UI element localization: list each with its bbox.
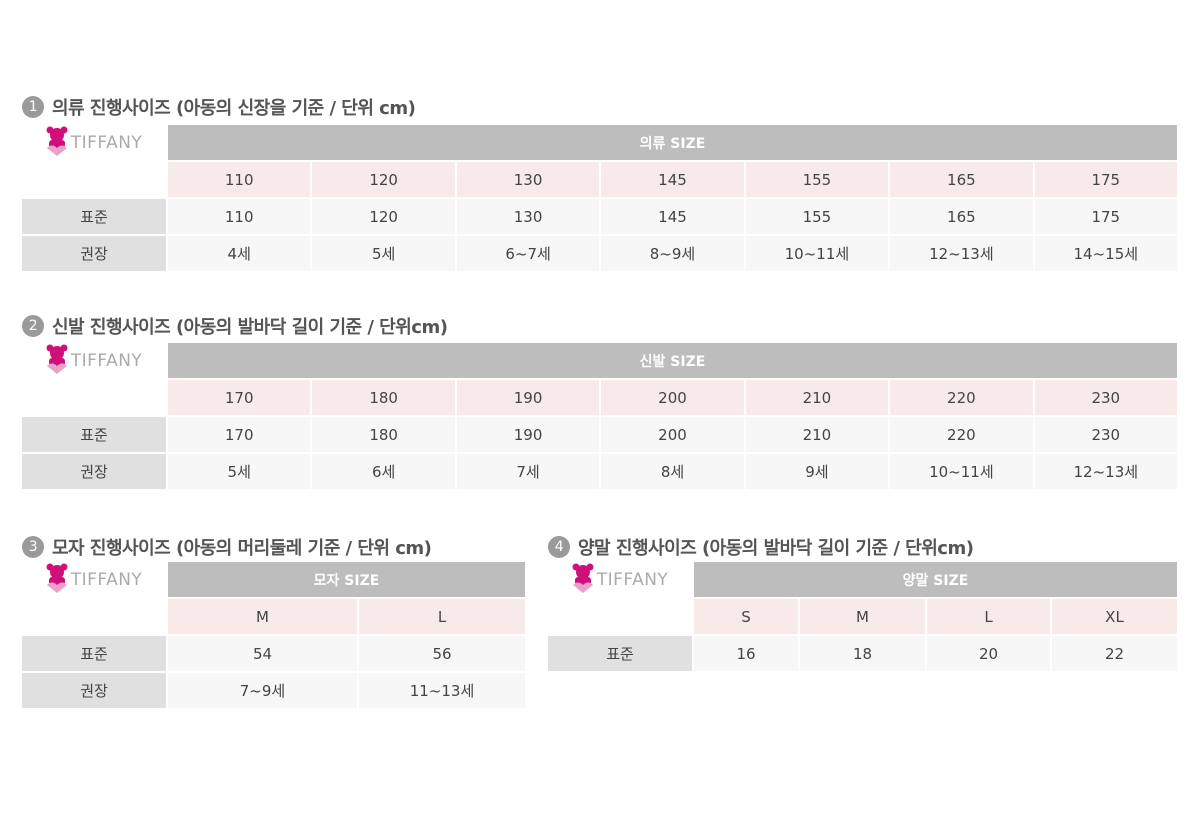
value-cell: 190 — [456, 417, 600, 452]
value-cell: 110 — [168, 199, 311, 234]
section-title-text: 양말 진행사이즈 (아동의 발바닥 길이 기준 / 단위cm) — [578, 538, 974, 559]
teddy-bear-logo-icon — [46, 126, 68, 160]
tiffany-logo: TIFFANY — [22, 562, 166, 597]
value-cell: 210 — [745, 417, 889, 452]
row-label: 표준 — [22, 199, 166, 234]
section-title: 3 모자 진행사이즈 (아동의 머리둘레 기준 / 단위 cm) — [22, 534, 432, 560]
size-cell: 110 — [168, 162, 311, 197]
value-cell: 6~7세 — [456, 236, 600, 271]
size-cell: 145 — [601, 162, 744, 197]
teddy-bear-logo-icon — [46, 563, 68, 597]
size-cell: 120 — [312, 162, 455, 197]
size-cell: 220 — [890, 380, 1033, 415]
value-cell: 22 — [1052, 636, 1177, 671]
size-cell: 155 — [745, 162, 889, 197]
value-cell: 8세 — [601, 454, 744, 489]
size-cell: S — [694, 599, 798, 634]
section-title-text: 의류 진행사이즈 (아동의 신장을 기준 / 단위 cm) — [52, 98, 416, 119]
size-cell: L — [359, 599, 525, 634]
value-cell: 175 — [1034, 199, 1177, 234]
value-cell: 16 — [694, 636, 798, 671]
size-cell: 165 — [890, 162, 1033, 197]
size-header: 모자 SIZE — [168, 562, 525, 597]
value-cell: 11~13세 — [359, 673, 525, 708]
tiffany-logo: TIFFANY — [22, 343, 166, 378]
value-cell: 230 — [1034, 417, 1177, 452]
value-cell: 5세 — [312, 236, 455, 271]
value-cell: 54 — [168, 636, 357, 671]
size-table: TIFFANY 의류 SIZE 110 120 130 145 155 165 175 표준 110… — [22, 125, 1177, 271]
value-cell: 12~13세 — [1034, 454, 1177, 489]
row-label: 권장 — [22, 673, 166, 708]
value-cell: 14~15세 — [1034, 236, 1177, 271]
size-cell: 130 — [456, 162, 600, 197]
size-cell: 175 — [1034, 162, 1177, 197]
value-cell: 8~9세 — [601, 236, 744, 271]
size-header: 의류 SIZE — [168, 125, 1177, 160]
size-header: 양말 SIZE — [694, 562, 1177, 597]
section-title: 4 양말 진행사이즈 (아동의 발바닥 길이 기준 / 단위cm) — [548, 534, 974, 560]
section-title-text: 모자 진행사이즈 (아동의 머리둘레 기준 / 단위 cm) — [52, 538, 432, 559]
size-cell: M — [168, 599, 357, 634]
value-cell: 165 — [890, 199, 1033, 234]
row-label: 표준 — [22, 417, 166, 452]
size-cell: L — [927, 599, 1050, 634]
section-number-badge: 4 — [548, 536, 570, 558]
value-cell: 7~9세 — [168, 673, 357, 708]
size-cell: 230 — [1034, 380, 1177, 415]
row-label: 권장 — [22, 454, 166, 489]
logo-text: TIFFANY — [70, 132, 143, 153]
section-title-text: 신발 진행사이즈 (아동의 발바닥 길이 기준 / 단위cm) — [52, 317, 448, 338]
value-cell: 18 — [800, 636, 925, 671]
tiffany-logo: TIFFANY — [22, 125, 166, 160]
logo-text: TIFFANY — [596, 569, 669, 590]
size-cell: XL — [1052, 599, 1177, 634]
size-cell: M — [800, 599, 925, 634]
size-cell: 180 — [312, 380, 455, 415]
value-cell: 7세 — [456, 454, 600, 489]
value-cell: 120 — [312, 199, 455, 234]
section-number-badge: 1 — [22, 96, 44, 118]
size-cell: 190 — [456, 380, 600, 415]
value-cell: 56 — [359, 636, 525, 671]
value-cell: 200 — [601, 417, 744, 452]
section-title: 2 신발 진행사이즈 (아동의 발바닥 길이 기준 / 단위cm) — [22, 313, 448, 339]
value-cell: 10~11세 — [890, 454, 1033, 489]
value-cell: 12~13세 — [890, 236, 1033, 271]
teddy-bear-logo-icon — [46, 344, 68, 378]
value-cell: 9세 — [745, 454, 889, 489]
value-cell: 145 — [601, 199, 744, 234]
section-number-badge: 3 — [22, 536, 44, 558]
size-table: TIFFANY 신발 SIZE 170 180 190 200 210 220 230 표준 170… — [22, 343, 1177, 489]
value-cell: 5세 — [168, 454, 311, 489]
section-number-badge: 2 — [22, 315, 44, 337]
size-cell: 210 — [745, 380, 889, 415]
value-cell: 4세 — [168, 236, 311, 271]
logo-text: TIFFANY — [70, 350, 143, 371]
logo-text: TIFFANY — [70, 569, 143, 590]
section-title: 1 의류 진행사이즈 (아동의 신장을 기준 / 단위 cm) — [22, 94, 416, 120]
size-cell: 200 — [601, 380, 744, 415]
value-cell: 6세 — [312, 454, 455, 489]
value-cell: 10~11세 — [745, 236, 889, 271]
value-cell: 130 — [456, 199, 600, 234]
row-label: 권장 — [22, 236, 166, 271]
value-cell: 20 — [927, 636, 1050, 671]
teddy-bear-logo-icon — [572, 563, 594, 597]
size-cell: 170 — [168, 380, 311, 415]
size-table: TIFFANY 모자 SIZE M L 표준 54 56 권장 7~9세 11~13세 — [22, 562, 525, 708]
tiffany-logo: TIFFANY — [548, 562, 692, 597]
value-cell: 180 — [312, 417, 455, 452]
row-label: 표준 — [548, 636, 692, 671]
value-cell: 155 — [745, 199, 889, 234]
size-table: TIFFANY 양말 SIZE S M L XL 표준 16 18 20 22 — [548, 562, 1177, 671]
value-cell: 170 — [168, 417, 311, 452]
row-label: 표준 — [22, 636, 166, 671]
value-cell: 220 — [890, 417, 1033, 452]
size-header: 신발 SIZE — [168, 343, 1177, 378]
